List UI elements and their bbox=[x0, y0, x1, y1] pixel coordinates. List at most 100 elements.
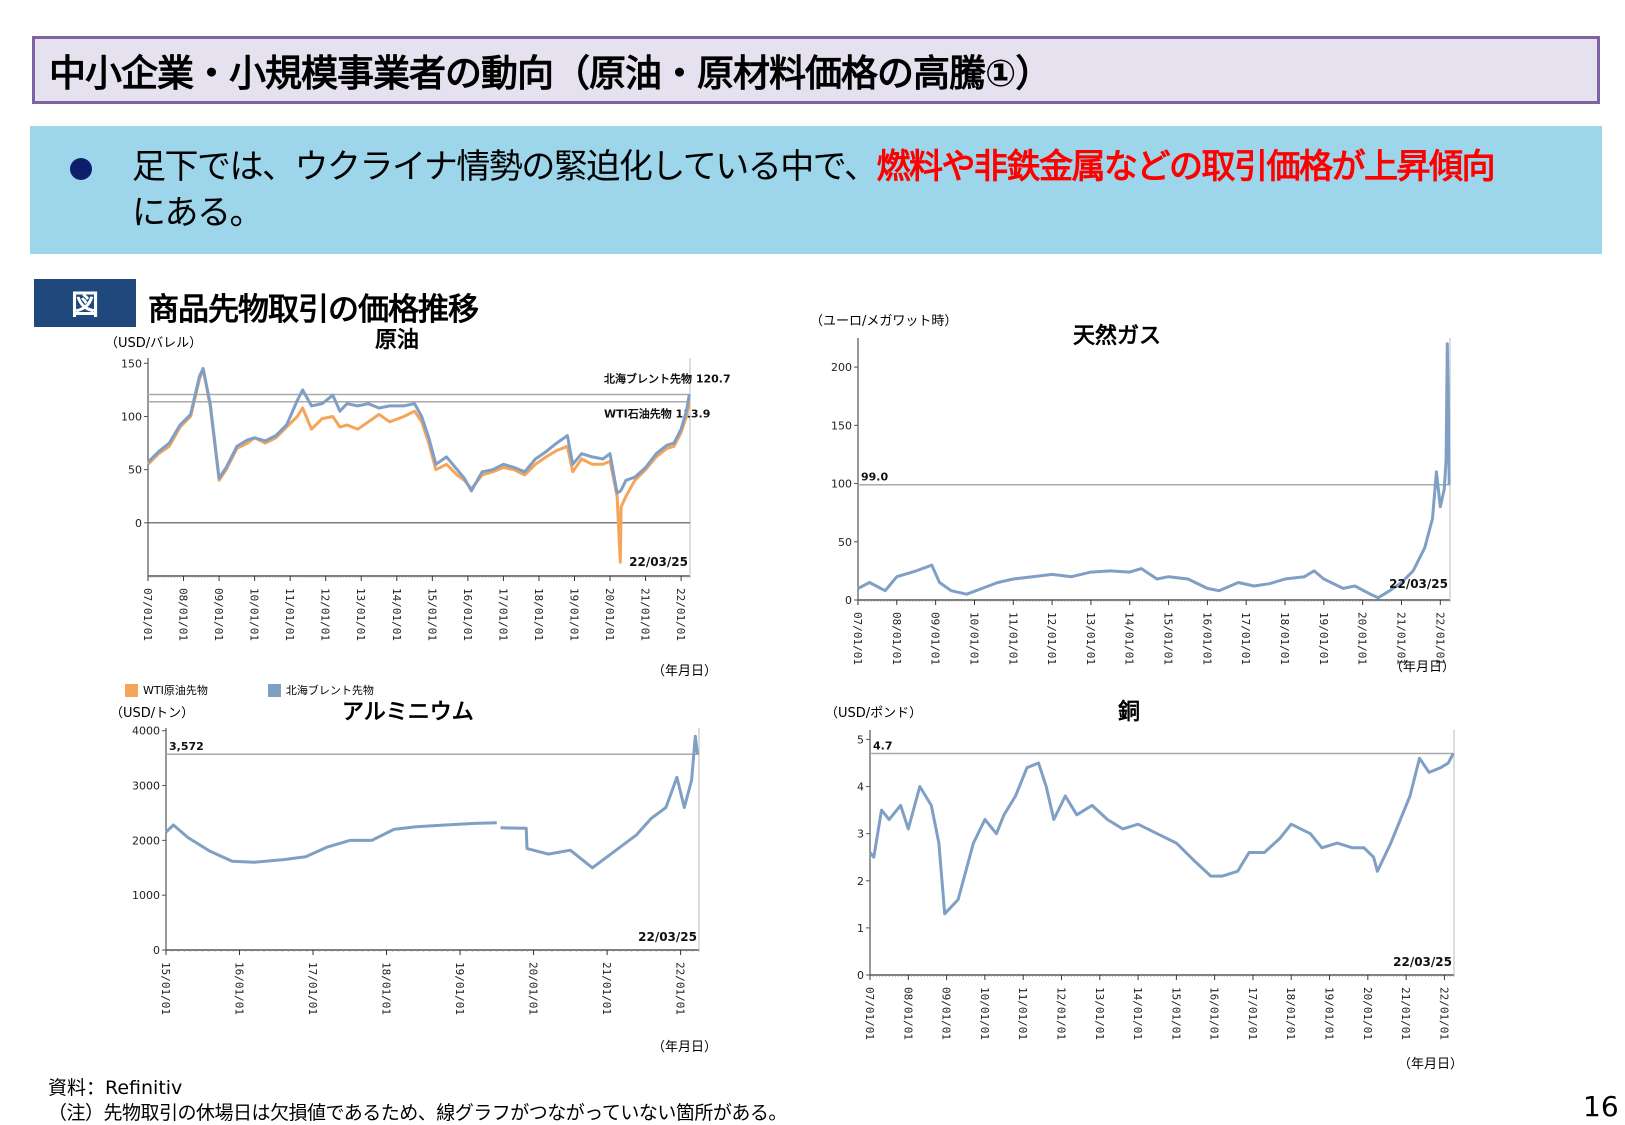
y-axis-unit: （USD/トン） bbox=[110, 706, 195, 721]
svg-text:20/01/01: 20/01/01 bbox=[1356, 612, 1369, 665]
svg-text:3,572: 3,572 bbox=[169, 740, 204, 753]
svg-text:07/01/01: 07/01/01 bbox=[851, 612, 864, 665]
y-axis-unit: （ユーロ/メガワット時） bbox=[810, 314, 958, 329]
svg-text:0: 0 bbox=[845, 594, 852, 607]
legend-item-brent: 北海ブレント先物 bbox=[267, 682, 374, 698]
svg-text:11/01/01: 11/01/01 bbox=[1016, 987, 1029, 1040]
svg-text:22/03/25: 22/03/25 bbox=[638, 930, 697, 944]
svg-text:21/01/01: 21/01/01 bbox=[639, 588, 652, 641]
svg-text:2000: 2000 bbox=[132, 834, 160, 847]
svg-text:18/01/01: 18/01/01 bbox=[1278, 612, 1291, 665]
summary-text-suffix: にある。 bbox=[132, 193, 264, 233]
svg-text:19/01/01: 19/01/01 bbox=[1323, 987, 1336, 1040]
svg-text:17/01/01: 17/01/01 bbox=[1246, 987, 1259, 1040]
svg-text:10/01/01: 10/01/01 bbox=[248, 588, 261, 641]
svg-text:18/01/01: 18/01/01 bbox=[1284, 987, 1297, 1040]
series-line bbox=[146, 367, 691, 564]
svg-text:20/01/01: 20/01/01 bbox=[527, 962, 540, 1015]
svg-text:0: 0 bbox=[857, 969, 864, 982]
svg-text:2: 2 bbox=[857, 875, 864, 888]
svg-text:1000: 1000 bbox=[132, 889, 160, 902]
svg-text:13/01/01: 13/01/01 bbox=[354, 588, 367, 641]
svg-text:3000: 3000 bbox=[132, 780, 160, 793]
y-axis-unit: （USD/バレル） bbox=[105, 336, 203, 351]
svg-text:3: 3 bbox=[857, 828, 864, 841]
svg-text:0: 0 bbox=[135, 517, 142, 530]
chart-plot: 0 50 100 150 07/01/01 08/01/01 09/01/01 10/01/0… bbox=[121, 357, 731, 641]
svg-text:50: 50 bbox=[128, 464, 142, 477]
svg-text:15/01/01: 15/01/01 bbox=[159, 962, 172, 1015]
svg-text:15/01/01: 15/01/01 bbox=[425, 588, 438, 641]
x-axis-unit: （年月日） bbox=[652, 664, 718, 679]
svg-text:4.7: 4.7 bbox=[873, 740, 893, 753]
chart-aluminium: アルミニウム （USD/トン） （年月日） 0 1000 2000 3000 4000 15/0… bbox=[110, 700, 720, 1080]
legend-label-brent: 北海ブレント先物 bbox=[285, 684, 374, 697]
svg-text:14/01/01: 14/01/01 bbox=[1123, 612, 1136, 665]
chart-plot: 0 50 100 150 200 07/01/01 08/01/01 09/01/01 10/0… bbox=[831, 338, 1451, 665]
svg-text:08/01/01: 08/01/01 bbox=[890, 612, 903, 665]
chart-title: 天然ガス bbox=[1073, 324, 1162, 349]
x-axis-unit: （年月日） bbox=[652, 1040, 718, 1055]
svg-text:20/01/01: 20/01/01 bbox=[603, 588, 616, 641]
svg-text:09/01/01: 09/01/01 bbox=[929, 612, 942, 665]
svg-text:99.0: 99.0 bbox=[861, 471, 888, 484]
bullet-icon bbox=[70, 158, 92, 180]
svg-text:10/01/01: 10/01/01 bbox=[978, 987, 991, 1040]
svg-text:21/01/01: 21/01/01 bbox=[1399, 987, 1412, 1040]
summary-box: 足下では、ウクライナ情勢の緊迫化している中で、燃料や非鉄金属などの取引価格が上昇… bbox=[30, 126, 1602, 254]
svg-text:08/01/01: 08/01/01 bbox=[901, 987, 914, 1040]
svg-text:12/01/01: 12/01/01 bbox=[1045, 612, 1058, 665]
svg-text:18/01/01: 18/01/01 bbox=[532, 588, 545, 641]
source-note: 資料：Refinitiv bbox=[48, 1077, 183, 1099]
svg-text:200: 200 bbox=[831, 361, 852, 374]
svg-text:11/01/01: 11/01/01 bbox=[283, 588, 296, 641]
svg-text:15/01/01: 15/01/01 bbox=[1162, 612, 1175, 665]
figure-label: 図 bbox=[34, 279, 136, 327]
summary-text-highlight: 燃料や非鉄金属などの取引価格が上昇傾向 bbox=[876, 147, 1495, 187]
svg-text:16/01/01: 16/01/01 bbox=[1208, 987, 1221, 1040]
svg-text:16/01/01: 16/01/01 bbox=[233, 962, 246, 1015]
legend-label-wti: WTI原油先物 bbox=[143, 684, 208, 697]
svg-text:WTI石油先物 113.9: WTI石油先物 113.9 bbox=[604, 407, 710, 421]
svg-text:50: 50 bbox=[838, 536, 852, 549]
svg-text:21/01/01: 21/01/01 bbox=[600, 962, 613, 1015]
chart-natural-gas: 天然ガス （ユーロ/メガワット時） （年月日） 0 50 100 150 200 07/01/0… bbox=[810, 314, 1510, 700]
svg-text:21/01/01: 21/01/01 bbox=[1394, 612, 1407, 665]
svg-text:150: 150 bbox=[831, 419, 852, 432]
svg-text:07/01/01: 07/01/01 bbox=[141, 588, 154, 641]
svg-text:0: 0 bbox=[153, 944, 160, 957]
crude-oil-legend: WTI原油先物 北海ブレント先物 bbox=[125, 682, 434, 698]
chart-title: 銅 bbox=[1118, 700, 1141, 725]
svg-text:北海ブレント先物 120.7: 北海ブレント先物 120.7 bbox=[604, 371, 731, 385]
svg-text:22/01/01: 22/01/01 bbox=[1433, 612, 1446, 665]
svg-text:19/01/01: 19/01/01 bbox=[1317, 612, 1330, 665]
svg-text:09/01/01: 09/01/01 bbox=[212, 588, 225, 641]
footnote: （注）先物取引の休場日は欠損値であるため、線グラフがつながっていない箇所がある。 bbox=[48, 1102, 787, 1124]
svg-text:22/03/25: 22/03/25 bbox=[629, 555, 688, 569]
svg-text:12/01/01: 12/01/01 bbox=[1054, 987, 1067, 1040]
svg-text:08/01/01: 08/01/01 bbox=[177, 588, 190, 641]
figure-title: 商品先物取引の価格推移 bbox=[148, 292, 479, 328]
summary-text-prefix: 足下では、ウクライナ情勢の緊迫化している中で、 bbox=[132, 147, 878, 187]
chart-plot: 0 1000 2000 3000 4000 15/01/01 16/01/01 17/01/0… bbox=[132, 725, 700, 1015]
series-line bbox=[868, 752, 1455, 916]
svg-text:1: 1 bbox=[857, 922, 864, 935]
svg-text:17/01/01: 17/01/01 bbox=[306, 962, 319, 1015]
chart-title: 原油 bbox=[375, 328, 420, 353]
svg-text:16/01/01: 16/01/01 bbox=[1200, 612, 1213, 665]
svg-text:12/01/01: 12/01/01 bbox=[319, 588, 332, 641]
page-header: 中小企業・小規模事業者の動向（原油・原材料価格の高騰①） bbox=[32, 36, 1600, 104]
legend-item-wti: WTI原油先物 bbox=[125, 682, 208, 698]
x-axis-unit: （年月日） bbox=[1398, 1057, 1464, 1072]
series-line bbox=[146, 367, 691, 495]
chart-plot: 0 1 2 3 4 5 07/01/01 08/01/01 09/01/01 10/01/01 11… bbox=[857, 730, 1455, 1040]
svg-text:14/01/01: 14/01/01 bbox=[390, 588, 403, 641]
legend-swatch-brent bbox=[267, 683, 281, 697]
svg-text:17/01/01: 17/01/01 bbox=[496, 588, 509, 641]
svg-text:22/01/01: 22/01/01 bbox=[674, 962, 687, 1015]
summary-text: 足下では、ウクライナ情勢の緊迫化している中で、燃料や非鉄金属などの取引価格が上昇… bbox=[132, 144, 1495, 236]
svg-text:100: 100 bbox=[121, 410, 142, 423]
series-line bbox=[164, 734, 699, 870]
svg-text:10/01/01: 10/01/01 bbox=[967, 612, 980, 665]
x-axis-unit: （年月日） bbox=[1390, 660, 1456, 675]
